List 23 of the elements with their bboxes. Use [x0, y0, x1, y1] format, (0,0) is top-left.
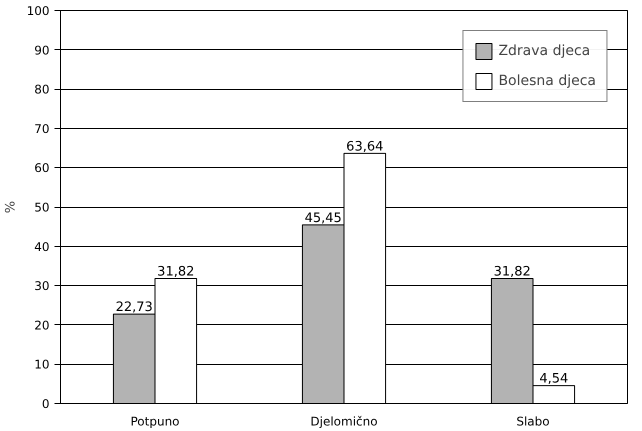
y-tick-label: 80: [34, 82, 50, 97]
data-label: 45,45: [304, 210, 342, 226]
x-tick-label: Slabo: [516, 414, 550, 428]
y-tick-label: 40: [34, 240, 50, 254]
y-tick-label: 60: [34, 161, 50, 176]
x-tick-label: Potpuno: [130, 414, 180, 428]
y-tick-label: 90: [34, 43, 50, 58]
y-axis-title: %: [4, 200, 19, 214]
y-tick-label: 30: [34, 279, 50, 294]
legend-label: Bolesna djeca: [498, 73, 596, 89]
y-tick-label: 70: [34, 122, 50, 136]
legend-label: Zdrava djeca: [498, 43, 590, 59]
y-tick-label: 10: [34, 358, 50, 372]
y-tick-label: 20: [34, 318, 50, 332]
y-tick-label: 0: [42, 397, 50, 411]
data-label: 4,54: [539, 372, 568, 387]
data-label: 31,82: [157, 264, 194, 280]
y-tick-label: 100: [26, 4, 50, 18]
y-tick-label: 50: [34, 200, 50, 214]
data-label: 31,82: [494, 264, 531, 280]
x-tick-label: Djelomično: [310, 414, 378, 428]
data-label: 63,64: [346, 139, 384, 154]
data-label: 22,73: [116, 300, 153, 316]
